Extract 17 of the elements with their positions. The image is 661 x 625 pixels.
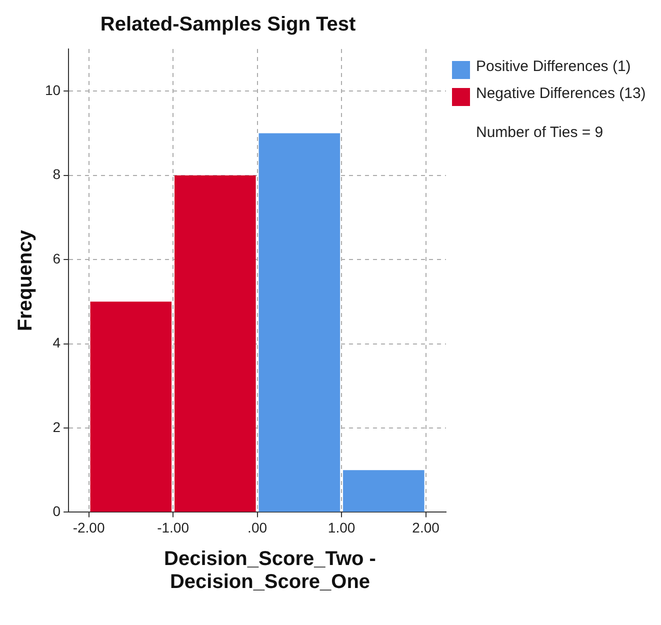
- y-tick-label: 8: [52, 166, 61, 182]
- x-tick-label: 1.00: [328, 519, 356, 536]
- x-tick-label: -1.00: [157, 519, 190, 536]
- legend-label: Negative Differences (13): [476, 85, 646, 102]
- legend-label: Positive Differences (1): [476, 58, 631, 75]
- x-tick-label: .00: [248, 519, 268, 536]
- y-tick-label: 6: [52, 250, 61, 266]
- y-tick-label: 4: [52, 334, 61, 351]
- y-axis-title: Frequency: [14, 229, 37, 332]
- text: Number of Ties = 9: [476, 124, 604, 141]
- x-tick-label: 2.00: [412, 519, 440, 536]
- x-axis-title: Decision_Score_Two - Decision_Score_One: [163, 548, 377, 594]
- y-tick-label: 2: [52, 418, 61, 435]
- y-tick-label: 0: [52, 503, 61, 520]
- y-tick-label: 10: [44, 82, 61, 98]
- x-tick-label: -2.00: [72, 519, 105, 536]
- chart-title: Related-Samples Sign Test: [100, 14, 356, 36]
